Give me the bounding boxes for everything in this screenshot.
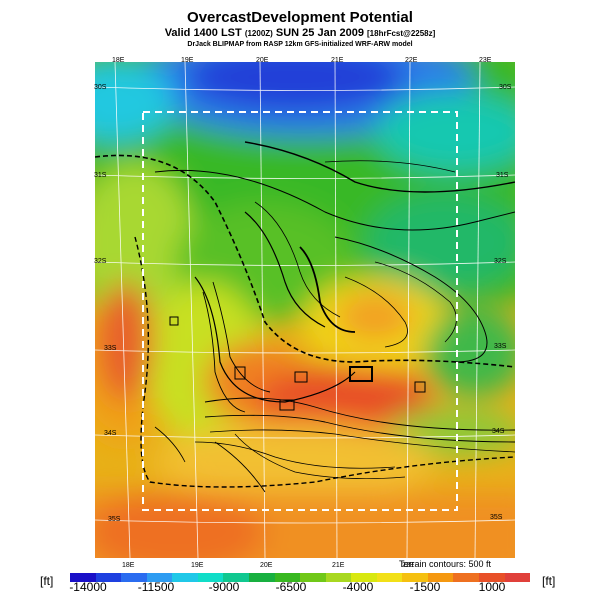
bottom-lon-label: 21E <box>332 562 345 569</box>
colorbar-swatch <box>70 573 96 582</box>
colorbar-swatch <box>146 573 173 582</box>
right-lat-label: 33S <box>494 343 507 350</box>
left-lat-label: 35S <box>108 516 121 523</box>
colorbar-swatch <box>376 573 403 582</box>
colorbar-swatch <box>504 573 531 582</box>
valid-date: SUN 25 Jan 2009 <box>275 27 364 39</box>
valid-zulu: (1200Z) <box>244 29 273 38</box>
bottom-lon-label: 20E <box>260 562 273 569</box>
colorbar-label: -9000 <box>208 580 240 594</box>
map-title: OvercastDevelopment Potential <box>187 9 413 26</box>
colorbar-swatch <box>248 573 275 582</box>
bottom-lon-label: 18E <box>122 562 135 569</box>
colorbar-swatch <box>300 573 326 582</box>
colorbar-swatch <box>121 573 147 582</box>
terrain-contour-note: Terrain contours: 500 ft <box>399 559 492 569</box>
colorbar-swatch <box>95 573 122 582</box>
top-lon-label: 19E <box>181 57 194 64</box>
right-lat-label: 35S <box>490 514 503 521</box>
top-lon-label: 22E <box>405 57 418 64</box>
colorbar-label: -1500 <box>409 580 441 594</box>
left-lat-label: 32S <box>94 258 107 265</box>
valid-forecast: [18hrFcst@2258z] <box>367 29 436 38</box>
right-lat-label: 30S <box>499 84 512 91</box>
colorbar-label: 1000 <box>478 580 506 594</box>
potential-field <box>95 62 515 558</box>
colorbar-swatch <box>479 573 505 582</box>
colorbar-swatch <box>427 573 454 582</box>
bottom-lon-label: 19E <box>191 562 204 569</box>
colorbar-swatch <box>325 573 352 582</box>
right-lat-label: 34S <box>492 428 505 435</box>
right-lat-label: 32S <box>494 258 507 265</box>
colorbar-swatch <box>274 573 301 582</box>
left-lat-label: 30S <box>94 84 107 91</box>
valid-time: Valid 1400 LST (1200Z) SUN 25 Jan 2009 [… <box>0 27 600 39</box>
colorbar-label: -6500 <box>275 580 307 594</box>
left-lat-label: 34S <box>104 430 117 437</box>
bottom-lon-label: 22E <box>402 562 415 569</box>
colorbar-swatch <box>351 573 377 582</box>
colorbar-swatch <box>223 573 249 582</box>
left-lat-label: 31S <box>94 172 107 179</box>
terrain-contours <box>95 141 515 493</box>
domain-boundary <box>142 111 458 511</box>
colorbar-swatch <box>453 573 479 582</box>
top-lon-label: 20E <box>256 57 269 64</box>
left-lat-label: 33S <box>104 345 117 352</box>
colorbar <box>70 573 531 582</box>
colorbar-label: -14000 <box>69 580 107 594</box>
right-lat-label: 31S <box>496 172 509 179</box>
valid-prefix: Valid 1400 LST <box>164 27 242 39</box>
forecast-map <box>95 62 515 558</box>
colorbar-swatch <box>402 573 428 582</box>
top-lon-label: 23E <box>479 57 492 64</box>
colorbar-swatch <box>197 573 224 582</box>
colorbar-label: -4000 <box>342 580 374 594</box>
colorbar-swatch <box>172 573 198 582</box>
model-credit: DrJack BLIPMAP from RASP 12km GFS-initia… <box>187 41 413 48</box>
unit-label-left: [ft] <box>40 574 54 588</box>
top-lon-label: 18E <box>112 57 125 64</box>
unit-label-right: [ft] <box>542 574 556 588</box>
top-lon-label: 21E <box>331 57 344 64</box>
colorbar-label: -11500 <box>137 580 175 594</box>
